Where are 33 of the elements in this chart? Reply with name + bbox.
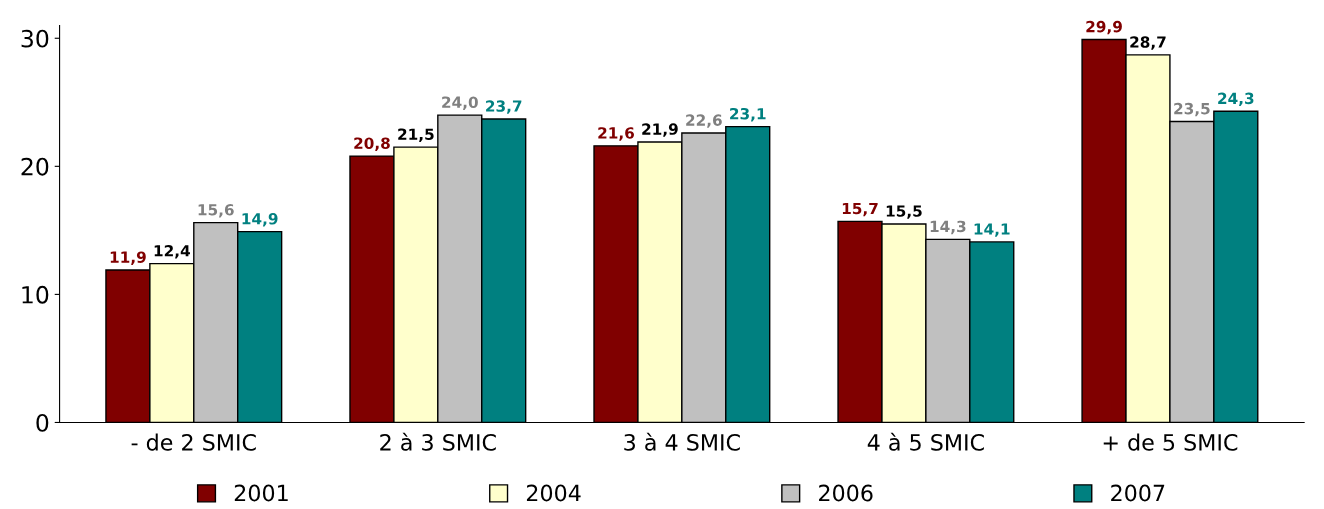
data-label: 23,7 [486, 100, 522, 114]
x-tick-label: + de 5 SMIC [1103, 433, 1238, 451]
data-label: 24,3 [1218, 92, 1254, 107]
data-label: 14,9 [242, 212, 278, 227]
legend-label: 2004 [526, 484, 581, 502]
x-tick-label: - de 2 SMIC [131, 433, 256, 451]
legend-label: 2007 [1111, 484, 1165, 502]
data-label: 23,5 [1174, 102, 1210, 117]
data-label: 15,6 [198, 204, 234, 218]
legend-label: 2006 [819, 484, 873, 502]
data-label: 15,7 [842, 202, 878, 217]
data-label: 21,6 [598, 127, 634, 141]
x-tick-label: 2 à 3 SMIC [380, 432, 496, 451]
data-label: 22,6 [686, 114, 722, 128]
data-label: 14,1 [974, 223, 1010, 237]
data-label: 12,4 [154, 244, 190, 259]
data-label: 21,9 [642, 123, 678, 137]
y-tick-label: 30 [21, 29, 49, 48]
data-label: 28,7 [1130, 36, 1166, 50]
data-label: 20,8 [354, 137, 390, 151]
data-label: 24,0 [442, 96, 478, 110]
data-label: 15,5 [886, 205, 922, 219]
data-label: 23,1 [730, 107, 766, 122]
data-label: 14,3 [930, 220, 966, 235]
y-tick-label: 10 [22, 285, 49, 304]
y-tick-label: 0 [36, 413, 49, 432]
data-label: 21,5 [398, 128, 434, 142]
data-label: 29,9 [1086, 20, 1122, 35]
data-label: 11,9 [110, 251, 146, 265]
x-tick-label: 4 à 5 SMIC [867, 432, 984, 451]
y-tick-label: 20 [21, 157, 49, 176]
x-tick-label: 3 à 4 SMIC [624, 432, 740, 451]
legend-label: 2001 [234, 484, 288, 502]
